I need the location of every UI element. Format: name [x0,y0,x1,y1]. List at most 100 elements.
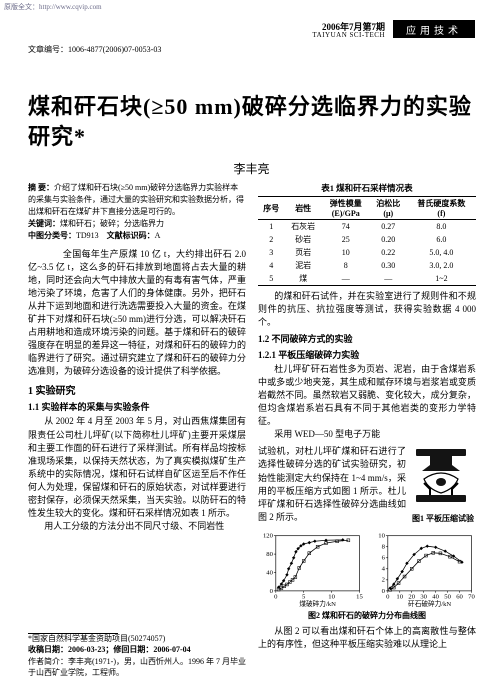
svg-text:30: 30 [420,594,427,601]
figure-2-row: 0 5 10 15 0 40 80 120 煤破碎力/kN 0 10 20 30 40 50 60 70 0 2 4… [258,530,476,608]
dates-note: 收稿日期：2006-03-23；修回日期：2006-07-04 [28,644,246,655]
doccode-label: 文献标识码： [107,231,155,240]
table-1: 序号岩性弹性模量(E)/GPa泊松比(μ)普氏硬度系数(f) 1石灰岩740.2… [258,196,476,286]
svg-text:120: 120 [263,533,274,540]
p-1-2-2a: 采用 WED—50 型电子万能 [258,428,476,441]
text-figure-wrap: 试验机，对杜儿坪矿煤和矸石进行了选择性破碎分选的矿试实验研究，初始性能测定大约保… [258,445,476,524]
table-cell: 74 [322,220,370,234]
abstract-label: 摘 要： [28,183,54,192]
footer-block: *国家自然科学基金资助项目(50274057) 收稿日期：2006-03-23；… [28,633,246,678]
svg-text:0: 0 [386,594,390,601]
table-header: 岩性 [285,197,322,220]
chart-left: 0 5 10 15 0 40 80 120 煤破碎力/kN [258,530,364,608]
svg-text:2: 2 [382,577,385,584]
intro-paragraph: 全国每年生产原煤 10 亿 t，大约排出矸石 2.0 亿~3.5 亿 t，这么多… [28,248,246,378]
p-conclusion: 从图 2 可以看出煤和矸石个体上的高离散性与整体上的有序性，但这种平板压缩实验难… [258,625,476,651]
table-cell: 3.0, 2.0 [407,259,476,272]
svg-text:煤破碎力/kN: 煤破碎力/kN [299,600,336,609]
table-cell: 8.0 [407,220,476,234]
table-row: 4泥岩80.303.0, 2.0 [258,259,476,272]
table-cell: 2 [258,233,285,246]
table-1-title: 表1 煤和矸石采样情况表 [258,182,476,194]
svg-text:4: 4 [382,566,386,573]
svg-text:10: 10 [396,594,403,601]
table-cell: 6.0 [407,233,476,246]
table-cell: 4 [258,259,285,272]
left-column: 摘 要：介绍了煤和矸石块(≥50 mm)破碎分选临界力实验样本的采集与实验条件，… [28,182,246,533]
table-header: 弹性模量(E)/GPa [322,197,370,220]
source-url: 原版全文：http://www.cqvip.com [4,2,102,12]
svg-text:8: 8 [382,544,386,551]
table-cell: 5.0, 4.0 [407,246,476,259]
svg-text:15: 15 [356,594,363,601]
author-name: 李丰亮 [0,160,503,177]
section-1-2-heading: 1.2 不同破碎方式的实验 [258,332,476,345]
table-row: 5煤——1~2 [258,272,476,286]
table-cell: 页岩 [285,246,322,259]
figure-1-caption: 图1 平板压缩试验 [410,513,476,524]
svg-text:20: 20 [408,594,415,601]
abstract-text: 介绍了煤和矸石块(≥50 mm)破碎分选临界力实验样本的采集与实验条件，通过大量… [28,183,244,216]
figure-2-caption: 图2 煤和矸石的破碎力分布曲线图 [258,610,476,621]
svg-text:0: 0 [274,594,278,601]
clc-label: 中图分类号： [28,231,76,240]
svg-text:10: 10 [328,594,335,601]
p-1-1-b: 用人工分级的方法分出不同尺寸级、不同岩性 [28,520,246,533]
section-1-heading: 1 实验研究 [28,382,246,397]
table-cell: 煤 [285,272,322,286]
p-1-1-a: 从 2002 年 4 月至 2003 年 5 月，对山西焦煤集团有限责任公司杜儿… [28,415,246,519]
clc-text: TD913 [76,231,99,240]
table-cell: 0.20 [370,233,407,246]
section-1-2-1-heading: 1.2.1 平板压缩破碎力实验 [258,348,476,361]
svg-text:80: 80 [266,551,273,558]
p-right-1: 的煤和矸石试件，并在实验室进行了规则件和不规则件的抗压、抗拉强度等测试，获得实验… [258,290,476,329]
table-cell: 0.27 [370,220,407,234]
abstract: 摘 要：介绍了煤和矸石块(≥50 mm)破碎分选临界力实验样本的采集与实验条件，… [28,182,246,218]
table-cell: 8 [322,259,370,272]
table-header: 普氏硬度系数(f) [407,197,476,220]
keywords-label: 关键词： [28,219,60,228]
svg-text:0: 0 [382,588,386,595]
svg-text:60: 60 [456,594,463,601]
table-row: 2砂岩250.206.0 [258,233,476,246]
svg-text:10: 10 [378,533,385,540]
table-cell: — [370,272,407,286]
table-header: 泊松比(μ) [370,197,407,220]
doccode-text: A [155,231,161,240]
table-cell: 0.30 [370,259,407,272]
journal-eng: TAIYUAN SCI-TECH [312,31,385,39]
article-number: 文章编号：1006-4877(2006)07-0053-03 [28,44,161,55]
table-cell: 0.22 [370,246,407,259]
table-cell: 10 [322,246,370,259]
table-row: 3页岩100.225.0, 4.0 [258,246,476,259]
svg-text:0: 0 [270,588,274,595]
section-label-box: 应用技术 [393,20,475,38]
section-1-1-heading: 1.1 实验样本的采集与实验条件 [28,400,246,413]
keywords-text: 煤和矸石；破碎；分选临界力 [60,219,164,228]
table-cell: 砂岩 [285,233,322,246]
dates-text: 收稿日期：2006-03-23；修回日期：2006-07-04 [28,645,191,654]
p-1-2-1: 杜儿坪矿矸石岩性多为页岩、泥岩，由于含煤岩系中或多或少地夹笼，其生成和赋存环境与… [258,363,476,428]
chart-right: 0102030405060700246810矸石破碎力/kN [370,530,476,608]
figure-1 [410,445,472,511]
svg-text:70: 70 [468,594,475,601]
svg-text:40: 40 [266,570,273,577]
table-cell: — [322,272,370,286]
svg-text:5: 5 [302,594,306,601]
svg-text:40: 40 [432,594,439,601]
article-title: 煤和矸石块(≥50 mm)破碎分选临界力的实验研究* [28,92,475,151]
classification: 中图分类号：TD913 文献标识码：A [28,230,246,242]
fund-note: *国家自然科学基金资助项目(50274057) [28,633,246,644]
table-cell: 1 [258,220,285,234]
table-cell: 泥岩 [285,259,322,272]
table-cell: 石灰岩 [285,220,322,234]
keywords: 关键词：煤和矸石；破碎；分选临界力 [28,218,246,230]
table-header: 序号 [258,197,285,220]
p-1-2-2-flow: 试验机，对杜儿坪矿煤和矸石进行了选择性破碎分选的矿试实验研究，初始性能测定大约保… [258,445,406,524]
svg-text:50: 50 [444,594,451,601]
table-cell: 3 [258,246,285,259]
right-column: 表1 煤和矸石采样情况表 序号岩性弹性模量(E)/GPa泊松比(μ)普氏硬度系数… [258,182,476,652]
table-cell: 25 [322,233,370,246]
author-bio: 作者简介：李丰亮(1971-)，男，山西忻州人。1996 年 7 月毕业于山西矿… [28,656,246,678]
table-cell: 1~2 [407,272,476,286]
